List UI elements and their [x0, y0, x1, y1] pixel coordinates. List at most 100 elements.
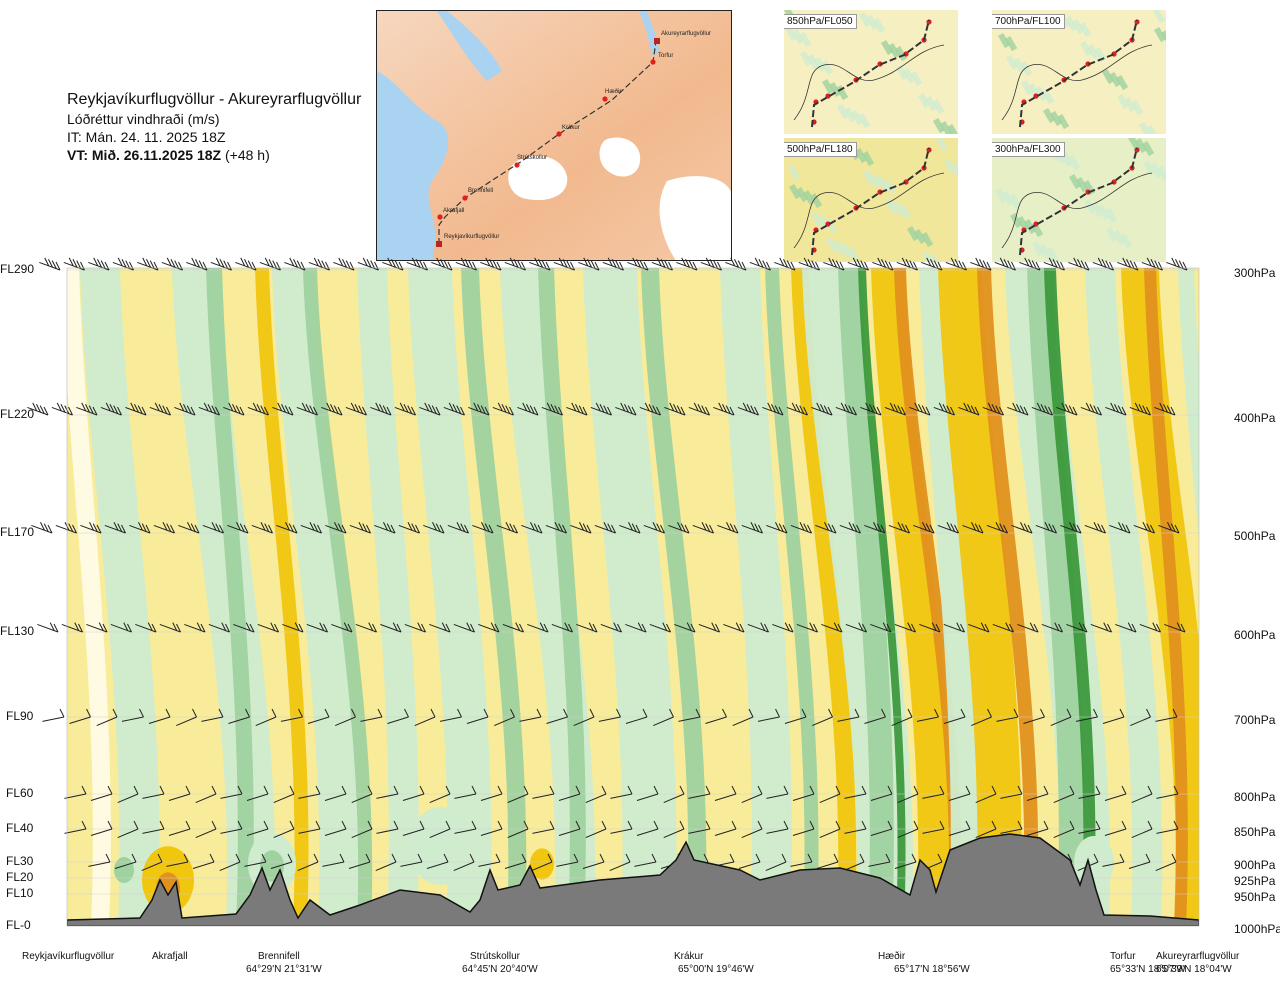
wind-barb	[104, 522, 126, 534]
wind-barb	[909, 402, 931, 416]
quantity-subtitle: Lóðréttur vindhraði (m/s)	[67, 111, 220, 127]
wind-barb	[1104, 820, 1127, 836]
waypoint-coord: 65°39'N 18°04'W	[1156, 964, 1232, 975]
wind-barb	[141, 853, 163, 872]
wind-barb	[517, 402, 539, 416]
wind-barb	[137, 257, 159, 271]
waypoint-krakur-marker	[556, 131, 562, 137]
wind-barb	[398, 522, 420, 534]
field-band-4	[206, 268, 254, 926]
wind-barb	[933, 402, 955, 416]
field-band-27	[1005, 268, 1111, 926]
wind-barb	[1066, 622, 1088, 633]
wind-barb	[1102, 708, 1125, 724]
field-band-24	[919, 268, 985, 926]
wind-barb	[1130, 708, 1151, 727]
wind-barb	[55, 522, 77, 534]
map-label-akrafjall: Akrafjall	[443, 208, 464, 214]
wind-barb	[297, 853, 319, 872]
wind-barb	[894, 853, 917, 869]
wind-barb	[946, 853, 969, 867]
field-cell-1	[156, 872, 180, 904]
wind-barb	[453, 622, 475, 633]
valid-time-bold: VT: Mið. 26.11.2025 18Z	[67, 147, 222, 163]
wind-barb	[135, 622, 157, 633]
wind-barb	[741, 820, 763, 839]
wind-barb	[125, 402, 147, 416]
wind-barb	[948, 785, 971, 801]
wind-barb	[698, 622, 720, 633]
route-line	[438, 40, 657, 244]
route-map-svg: Akureyrarflugvöllur Torfur Hæðir Krákur …	[377, 11, 731, 260]
pressure-level-label: 900hPa	[1234, 858, 1276, 872]
wind-barb	[663, 785, 685, 804]
map-eyjafjordur	[639, 11, 659, 56]
wind-barb	[429, 785, 451, 804]
valid-time: VT: Mið. 26.11.2025 18Z (+48 h)	[67, 146, 387, 164]
wind-barb	[64, 785, 87, 799]
wind-barb	[251, 522, 273, 534]
field-band-5	[255, 268, 309, 926]
wind-barb	[227, 522, 249, 534]
field-band-20	[838, 268, 894, 926]
wind-barb	[1080, 402, 1102, 416]
wind-barb	[64, 820, 87, 834]
wind-barb	[246, 820, 269, 836]
waypoint-haedir-marker	[602, 96, 608, 102]
field-band-17	[765, 268, 819, 926]
wind-barb	[922, 820, 945, 834]
wind-barb	[244, 853, 267, 867]
wind-barb	[376, 785, 399, 799]
vertical-velocity-field	[67, 268, 1199, 926]
field-band-29	[1044, 268, 1096, 926]
wind-barb	[142, 820, 165, 834]
wind-barb	[1133, 522, 1155, 534]
field-band-10	[461, 268, 527, 926]
pressure-level-label: 800hPa	[1234, 790, 1276, 804]
wind-barb	[325, 522, 347, 534]
wind-barb	[257, 622, 279, 633]
wind-barb	[153, 522, 175, 534]
wind-barb	[738, 853, 761, 869]
wind-barb	[937, 522, 959, 534]
wind-barb	[1078, 820, 1101, 834]
wind-barb	[321, 402, 343, 416]
wind-barb	[860, 402, 882, 416]
waypoint-label: Torfur	[1110, 951, 1136, 962]
flight-level-label: FL220	[0, 407, 35, 421]
wind-barb	[1026, 785, 1049, 801]
wind-barb	[615, 402, 637, 416]
wind-barb	[948, 820, 971, 836]
wind-barb	[142, 785, 165, 799]
wind-barb	[732, 708, 754, 727]
wind-barb	[110, 622, 132, 633]
map-glacier-hofsjokull	[599, 137, 641, 177]
wind-barb	[968, 622, 990, 633]
pressure-level-label: 950hPa	[1234, 890, 1276, 904]
wind-barb	[1011, 522, 1033, 534]
wind-barb	[220, 820, 243, 834]
field-band-19	[802, 268, 914, 926]
wind-barb	[649, 622, 671, 633]
wind-barb	[429, 622, 451, 633]
waypoint-coord: 64°45'N 20°40'W	[462, 964, 538, 975]
wind-barb	[888, 522, 910, 534]
field-band-31	[1121, 268, 1199, 926]
field-band-15	[690, 268, 766, 926]
wind-barb	[148, 708, 171, 724]
wind-barb	[360, 708, 383, 722]
wind-barb	[590, 402, 612, 416]
wind-barb	[259, 257, 281, 271]
wind-barb	[692, 522, 714, 534]
wind-barb	[324, 820, 347, 836]
wind-barb	[1000, 785, 1023, 799]
wind-barb	[1156, 820, 1179, 834]
wind-barb	[480, 820, 503, 836]
wind-barb	[894, 622, 916, 633]
wind-barb	[414, 708, 436, 727]
plot-frame	[66, 267, 1200, 927]
wind-barb	[772, 622, 794, 633]
wind-barb	[478, 853, 501, 867]
map-label-haedir: Hæðir	[605, 88, 621, 95]
wind-barb	[1131, 820, 1153, 839]
